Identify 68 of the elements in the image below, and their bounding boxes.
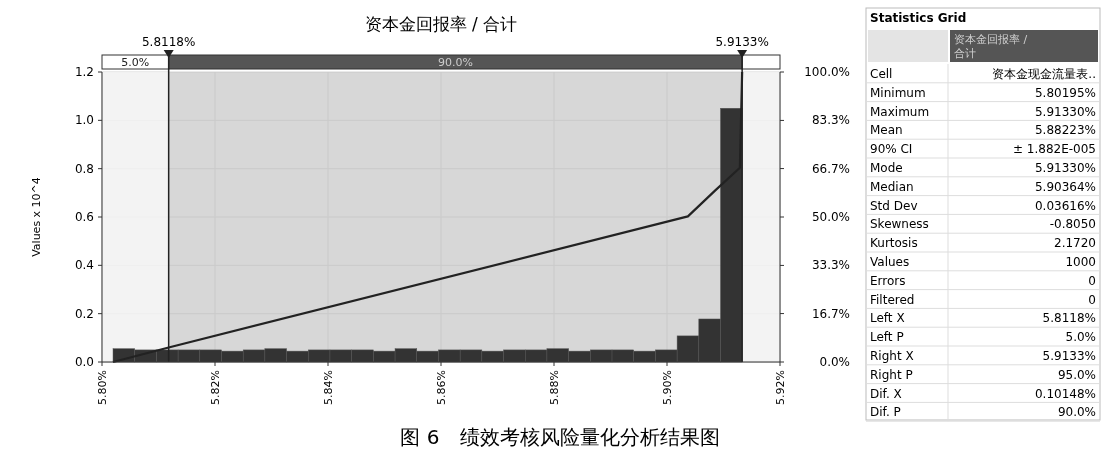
category-label: Median bbox=[870, 179, 914, 194]
y2-tick-label: 0.0% bbox=[819, 355, 850, 369]
text: 0.03616% bbox=[1034, 198, 1096, 213]
y2-tick-label: 16.7% bbox=[811, 306, 850, 321]
category-label: Right X bbox=[870, 349, 914, 363]
text: 5.91330% bbox=[1034, 161, 1096, 175]
text: 2.1720 bbox=[1054, 236, 1096, 251]
category-label: Skewness bbox=[870, 217, 929, 232]
category-label: Errors bbox=[870, 273, 906, 288]
x-tick-label: 5.82% bbox=[209, 370, 222, 405]
category-label: Mean bbox=[870, 123, 903, 138]
text: 5.90364% bbox=[1034, 179, 1096, 194]
text: 0 bbox=[1088, 273, 1096, 288]
caption: 图 6 绩效考核风险量化分析结果图 bbox=[400, 425, 720, 449]
text: 5.80195% bbox=[1034, 85, 1096, 100]
text: 5.8118% bbox=[1042, 311, 1096, 326]
text: -0.8050 bbox=[1049, 217, 1096, 232]
y-tick-label: 0.2 bbox=[74, 306, 94, 321]
text: Statistics Grid bbox=[870, 11, 967, 25]
category-label: Mode bbox=[870, 161, 903, 175]
y-tick-label: 0.6 bbox=[74, 210, 94, 224]
text: 1000 bbox=[1065, 255, 1096, 269]
x-tick-label: 5.92% bbox=[774, 370, 787, 405]
band-label: 5.0% bbox=[121, 56, 150, 69]
x-tick-label: 5.84% bbox=[322, 370, 335, 405]
category-label: Values bbox=[870, 255, 910, 269]
category-label: Filtered bbox=[870, 292, 915, 307]
y-tick-label: 1.0 bbox=[74, 113, 94, 128]
category-label: 资本金回报率 / 合计 bbox=[954, 33, 1028, 60]
category-label: Std Dev bbox=[870, 198, 918, 213]
text: 5.0% bbox=[1065, 330, 1096, 345]
category-label: Kurtosis bbox=[870, 236, 918, 251]
ref-line-label: 5.8118% bbox=[141, 35, 196, 49]
y-tick-label: 0.0 bbox=[74, 355, 94, 369]
band-label: 90.0% bbox=[437, 56, 473, 69]
y2-tick-label: 50.0% bbox=[811, 210, 850, 224]
category-label: Right P bbox=[870, 367, 913, 382]
y-axis-title: Values x 10^4 bbox=[30, 177, 43, 257]
text: 5.9133% bbox=[1042, 349, 1096, 363]
text: 0 bbox=[1088, 292, 1096, 307]
y2-tick-label: 83.3% bbox=[811, 113, 850, 128]
ref-line-label: 5.9133% bbox=[715, 35, 769, 49]
y-tick-label: 0.4 bbox=[74, 258, 94, 273]
x-tick-label: 5.90% bbox=[661, 370, 674, 405]
y-tick-label: 0.8 bbox=[74, 161, 94, 176]
y2-tick-label: 33.3% bbox=[811, 258, 850, 273]
text: ± 1.882E-005 bbox=[1012, 142, 1096, 157]
category-label: 90% CI bbox=[870, 142, 913, 157]
chart-title: 资本金回报率 / 合计 bbox=[364, 14, 518, 34]
text: 0.10148% bbox=[1034, 386, 1096, 401]
y2-tick-label: 100.0% bbox=[804, 65, 850, 79]
x-tick-label: 5.86% bbox=[435, 370, 448, 405]
category-label: Cell bbox=[870, 67, 893, 81]
category-label: Left P bbox=[870, 330, 904, 345]
text: 95.0% bbox=[1057, 367, 1096, 382]
category-label: Left X bbox=[870, 311, 905, 326]
text: 5.88223% bbox=[1034, 123, 1096, 138]
text: 资本金现金流量表.. bbox=[992, 67, 1096, 81]
category-label: Minimum bbox=[870, 85, 926, 100]
y2-tick-label: 66.7% bbox=[811, 161, 850, 176]
x-tick-label: 5.88% bbox=[548, 370, 561, 405]
category-label: Dif. X bbox=[870, 386, 902, 401]
category-label: Dif. P bbox=[870, 405, 901, 420]
text: 90.0% bbox=[1057, 405, 1096, 420]
x-tick-label: 5.80% bbox=[96, 370, 109, 405]
y-tick-label: 1.2 bbox=[74, 65, 94, 79]
category-label: Maximum bbox=[870, 104, 930, 119]
text: 5.91330% bbox=[1034, 104, 1096, 119]
